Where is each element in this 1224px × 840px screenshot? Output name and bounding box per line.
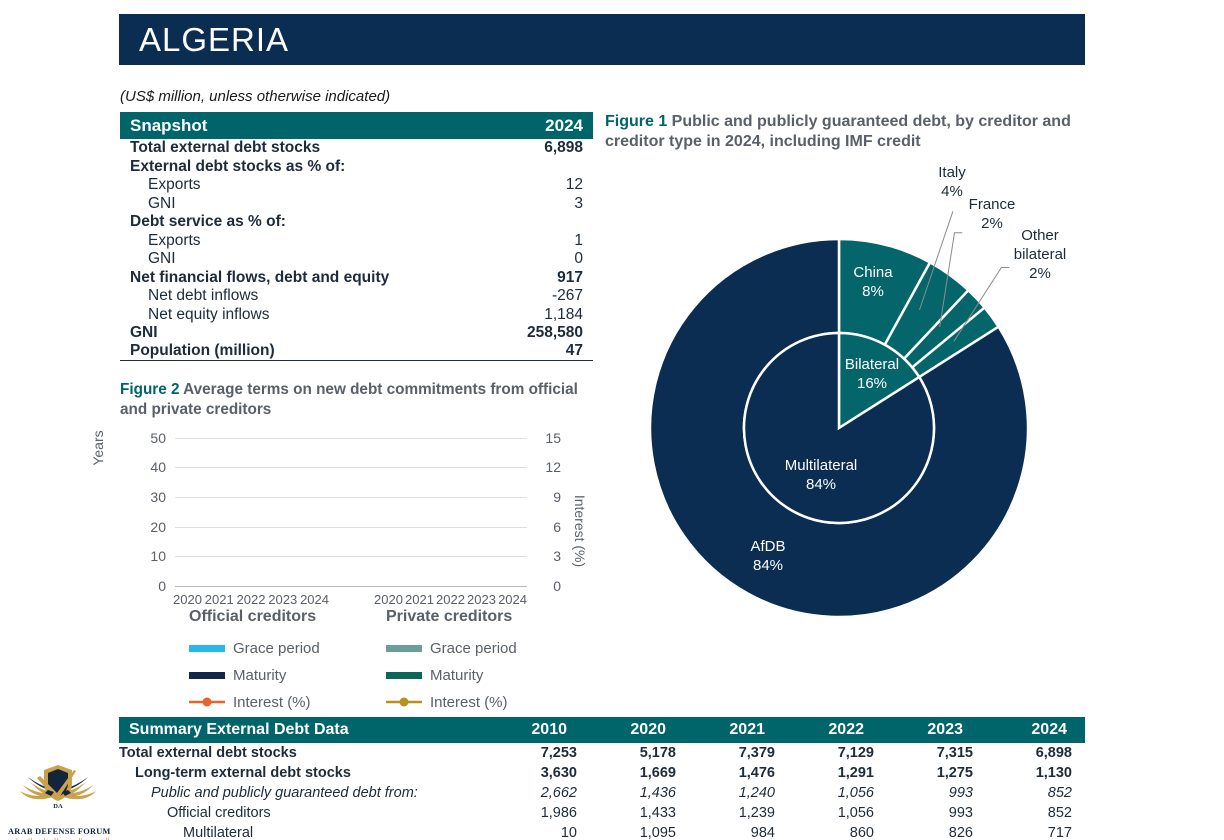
svg-text:DA: DA	[53, 803, 63, 810]
